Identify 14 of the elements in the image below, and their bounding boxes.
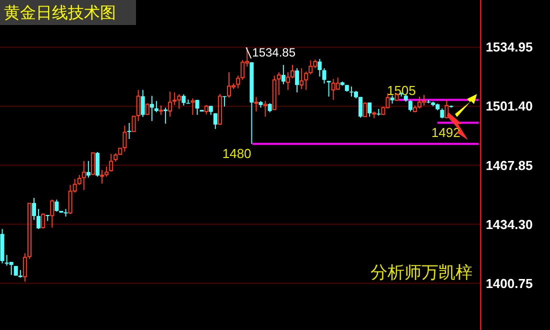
- y-tick-label: 1501.40: [486, 98, 533, 114]
- y-tick-label: 1534.95: [486, 40, 533, 55]
- annotation: 分析师万凯梓: [370, 263, 473, 282]
- ref-line-label: 1492: [431, 124, 460, 140]
- ref-line-label: 1505: [386, 82, 416, 98]
- chart-title: 黄金日线技术图: [4, 4, 116, 22]
- y-tick-label: 1434.30: [486, 216, 533, 232]
- ref-line-label: 1480: [222, 146, 252, 161]
- ref-line: 1492: [431, 122, 479, 140]
- y-tick-label: 1467.85: [486, 158, 533, 173]
- ref-line: 1505: [386, 82, 479, 101]
- ref-line: 1480: [222, 142, 479, 161]
- annotation: 1534.85: [246, 45, 296, 60]
- y-tick-label: 1400.75: [486, 276, 533, 291]
